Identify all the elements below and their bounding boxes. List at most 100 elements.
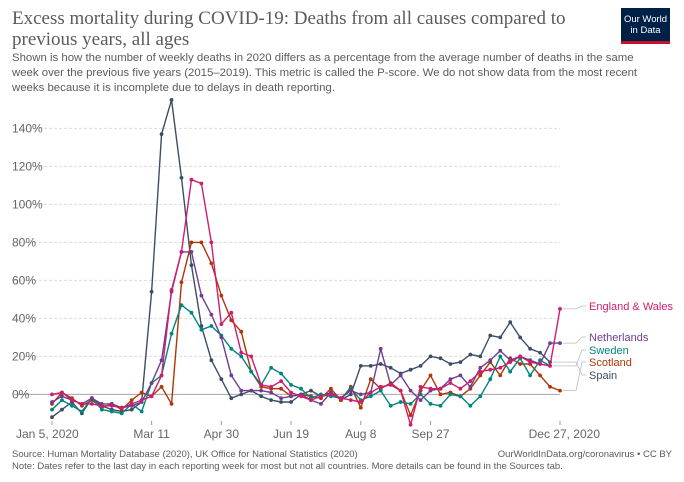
data-point[interactable] — [159, 358, 164, 363]
data-point[interactable] — [149, 381, 154, 385]
data-point[interactable] — [309, 388, 313, 393]
data-point[interactable] — [498, 348, 503, 353]
data-point[interactable] — [319, 402, 323, 406]
data-point[interactable] — [468, 352, 473, 357]
data-point[interactable] — [189, 250, 194, 254]
series-line[interactable] — [51, 99, 551, 418]
data-point[interactable] — [129, 407, 134, 412]
data-point[interactable] — [199, 293, 204, 298]
data-point[interactable] — [358, 400, 363, 404]
data-point[interactable] — [309, 398, 313, 402]
data-point[interactable] — [289, 383, 293, 387]
data-point[interactable] — [458, 373, 463, 378]
data-point[interactable] — [418, 392, 423, 397]
data-point[interactable] — [209, 261, 214, 266]
data-point[interactable] — [239, 388, 244, 393]
data-point[interactable] — [249, 388, 254, 393]
data-point[interactable] — [119, 411, 124, 416]
data-point[interactable] — [299, 386, 303, 391]
data-point[interactable] — [408, 388, 413, 393]
series-line[interactable] — [51, 241, 561, 416]
data-point[interactable] — [79, 402, 84, 406]
legend-label[interactable]: Spain — [589, 370, 617, 382]
data-point[interactable] — [289, 400, 293, 404]
data-point[interactable] — [548, 341, 552, 345]
legend-label[interactable]: Netherlands — [589, 332, 649, 344]
data-point[interactable] — [209, 324, 214, 328]
data-point[interactable] — [319, 394, 323, 399]
data-point[interactable] — [139, 398, 144, 402]
data-point[interactable] — [398, 388, 403, 393]
data-point[interactable] — [60, 390, 64, 395]
data-point[interactable] — [458, 394, 463, 399]
data-point[interactable] — [498, 335, 503, 340]
data-point[interactable] — [89, 402, 94, 406]
data-point[interactable] — [119, 405, 124, 410]
data-point[interactable] — [398, 373, 403, 378]
data-point[interactable] — [408, 422, 413, 427]
data-point[interactable] — [329, 386, 333, 391]
data-point[interactable] — [70, 403, 74, 408]
legend-label[interactable]: England & Wales — [589, 301, 673, 313]
data-point[interactable] — [468, 379, 473, 383]
data-point[interactable] — [50, 392, 54, 397]
data-point[interactable] — [279, 386, 283, 391]
series-scotland[interactable] — [50, 240, 562, 418]
data-point[interactable] — [159, 384, 164, 389]
series-sweden[interactable] — [50, 303, 552, 416]
data-point[interactable] — [189, 310, 194, 315]
data-point[interactable] — [478, 365, 483, 370]
data-point[interactable] — [418, 364, 423, 368]
data-point[interactable] — [498, 365, 503, 370]
data-point[interactable] — [279, 379, 283, 383]
data-point[interactable] — [408, 367, 413, 372]
data-point[interactable] — [199, 181, 204, 186]
data-point[interactable] — [299, 394, 303, 399]
data-point[interactable] — [169, 288, 174, 292]
data-point[interactable] — [259, 383, 264, 387]
data-point[interactable] — [458, 360, 463, 364]
data-point[interactable] — [378, 362, 383, 366]
data-point[interactable] — [558, 307, 562, 311]
data-point[interactable] — [428, 402, 433, 406]
data-point[interactable] — [209, 240, 214, 245]
data-point[interactable] — [279, 400, 283, 404]
data-point[interactable] — [418, 398, 423, 402]
data-point[interactable] — [269, 398, 274, 402]
data-point[interactable] — [398, 400, 403, 404]
data-point[interactable] — [338, 396, 343, 401]
data-point[interactable] — [508, 320, 513, 325]
data-point[interactable] — [169, 402, 174, 406]
data-point[interactable] — [478, 373, 483, 378]
data-point[interactable] — [478, 394, 483, 399]
data-point[interactable] — [358, 392, 363, 397]
data-point[interactable] — [129, 398, 134, 402]
owid-logo[interactable]: Our World in Data — [621, 8, 670, 44]
data-point[interactable] — [179, 280, 184, 285]
data-point[interactable] — [518, 335, 523, 340]
data-point[interactable] — [289, 390, 293, 395]
data-point[interactable] — [448, 392, 453, 397]
data-point[interactable] — [229, 396, 234, 401]
data-point[interactable] — [259, 388, 264, 393]
data-point[interactable] — [408, 413, 413, 418]
data-point[interactable] — [219, 322, 224, 326]
data-point[interactable] — [279, 371, 283, 376]
data-point[interactable] — [239, 354, 244, 359]
data-point[interactable] — [548, 384, 552, 389]
data-point[interactable] — [348, 398, 353, 402]
data-point[interactable] — [139, 390, 144, 395]
data-point[interactable] — [209, 358, 214, 363]
data-point[interactable] — [99, 403, 104, 408]
series-netherlands[interactable] — [50, 250, 562, 410]
data-point[interactable] — [388, 383, 393, 387]
data-point[interactable] — [498, 354, 503, 359]
data-point[interactable] — [209, 312, 214, 317]
data-point[interactable] — [179, 175, 184, 180]
data-point[interactable] — [388, 403, 393, 408]
data-point[interactable] — [348, 392, 353, 397]
data-point[interactable] — [528, 373, 533, 378]
data-point[interactable] — [368, 364, 373, 368]
legend-label[interactable]: Sweden — [589, 345, 629, 357]
data-point[interactable] — [548, 364, 552, 368]
